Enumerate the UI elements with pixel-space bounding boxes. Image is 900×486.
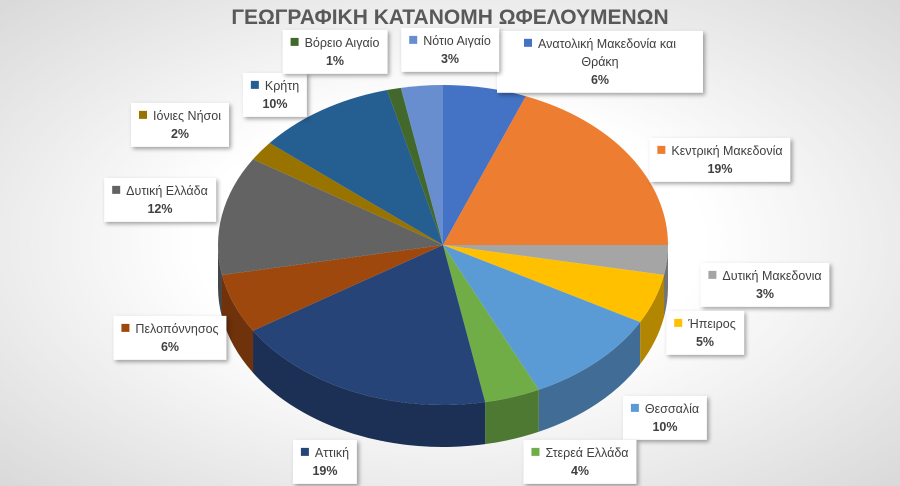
category-label: Κρήτη [264, 78, 300, 93]
legend-swatch [657, 145, 666, 154]
data-label: Νότιο Αιγαίο 3% [401, 27, 499, 73]
chart-title: ΓΕΩΓΡΑΦΙΚΗ ΚΑΤΑΝΟΜΗ ΩΦΕΛΟΥΜΕΝΩΝ [231, 6, 669, 29]
legend-swatch [290, 37, 299, 46]
category-label: Ιόνιες Νήσοι [153, 108, 221, 123]
value-label: 19% [312, 464, 338, 478]
value-label: 6% [590, 73, 610, 88]
category-label: Στερεά Ελλάδα [545, 445, 629, 460]
label-name-line: Ανατολική Μακεδονία και Θράκη [505, 35, 695, 71]
label-name-line: Κρήτη [250, 77, 300, 95]
pie-slice-side [640, 274, 665, 365]
label-name-line: Δυτική Ελλάδα [112, 182, 208, 200]
legend-swatch [708, 270, 717, 279]
pie-slice-side [664, 245, 668, 317]
pie-slice [443, 245, 668, 275]
category-label: Ανατολική Μακεδονία και Θράκη [538, 36, 676, 69]
legend-swatch [409, 35, 418, 44]
label-name-line: Βόρειο Αιγαίο [290, 34, 380, 52]
value-label: 3% [440, 52, 460, 66]
pie-slice [443, 245, 539, 403]
value-label: 1% [325, 54, 345, 68]
legend-swatch [139, 110, 148, 119]
legend-swatch [250, 80, 259, 89]
data-label: Ιόνιες Νήσοι 2% [131, 102, 229, 148]
data-label: Κρήτη 10% [242, 72, 308, 118]
value-label: 10% [262, 97, 288, 111]
pie-slice-side [221, 274, 254, 373]
category-label: Ήπειρος [688, 316, 736, 331]
value-label: 19% [707, 162, 733, 176]
pie-slice [387, 87, 443, 245]
label-name-line: Πελοπόννησος [121, 320, 219, 338]
data-label: Πελοπόννησος 6% [113, 315, 227, 361]
category-label: Βόρειο Αιγαίο [304, 35, 380, 50]
data-label: Ανατολική Μακεδονία και Θράκη 6% [497, 30, 703, 94]
label-name-line: Δυτική Μακεδονια [708, 267, 822, 285]
pie-slice-side [253, 330, 486, 447]
label-name-line: Νότιο Αιγαίο [409, 32, 491, 50]
category-label: Αττική [314, 445, 350, 460]
legend-swatch [531, 447, 540, 456]
legend-swatch [630, 403, 639, 412]
pie-slice [218, 159, 443, 275]
legend-swatch [674, 318, 683, 327]
pie-slice [253, 143, 443, 245]
pie-slice [221, 245, 443, 331]
pie-slice [253, 245, 486, 405]
data-label: Βόρειο Αιγαίο 1% [282, 29, 388, 75]
pie-slice-side [218, 245, 222, 317]
pie-slice [400, 85, 443, 245]
data-label: Δυτική Μακεδονια 3% [700, 262, 830, 308]
pie-slice [443, 85, 526, 245]
category-label: Δυτική Ελλάδα [126, 183, 208, 198]
pie-slice-side [538, 322, 641, 432]
pie-slice [443, 245, 665, 323]
label-name-line: Κεντρική Μακεδονία [657, 142, 783, 160]
legend-swatch [121, 323, 130, 332]
label-name-line: Θεσσαλία [630, 400, 700, 418]
data-label: Θεσσαλία 10% [622, 395, 708, 441]
category-label: Πελοπόννησος [135, 321, 219, 336]
data-label: Ήπειρος 5% [666, 310, 744, 356]
value-label: 12% [147, 202, 173, 216]
category-label: Θεσσαλία [644, 401, 700, 416]
pie-slice [269, 90, 443, 245]
data-label: Δυτική Ελλάδα 12% [104, 177, 216, 223]
category-label: Κεντρική Μακεδονία [671, 143, 783, 158]
value-label: 10% [652, 420, 678, 434]
label-name-line: Ιόνιες Νήσοι [139, 107, 221, 125]
legend-swatch [524, 38, 533, 47]
category-label: Νότιο Αιγαίο [423, 33, 491, 48]
label-name-line: Ήπειρος [674, 315, 736, 333]
data-label: Κεντρική Μακεδονία 19% [649, 137, 791, 183]
value-label: 3% [755, 287, 775, 301]
data-label: Αττική 19% [292, 439, 358, 485]
label-name-line: Αττική [300, 444, 350, 462]
pie-slice-side [485, 389, 539, 445]
value-label: 6% [160, 340, 180, 354]
data-label: Στερεά Ελλάδα 4% [523, 439, 637, 485]
category-label: Δυτική Μακεδονια [722, 268, 822, 283]
legend-swatch [300, 447, 309, 456]
value-label: 4% [570, 464, 590, 478]
value-label: 2% [170, 127, 190, 141]
value-label: 5% [695, 335, 715, 349]
pie-slice [443, 96, 668, 245]
pie-slice [443, 245, 641, 390]
label-name-line: Στερεά Ελλάδα [531, 444, 629, 462]
legend-swatch [112, 185, 121, 194]
